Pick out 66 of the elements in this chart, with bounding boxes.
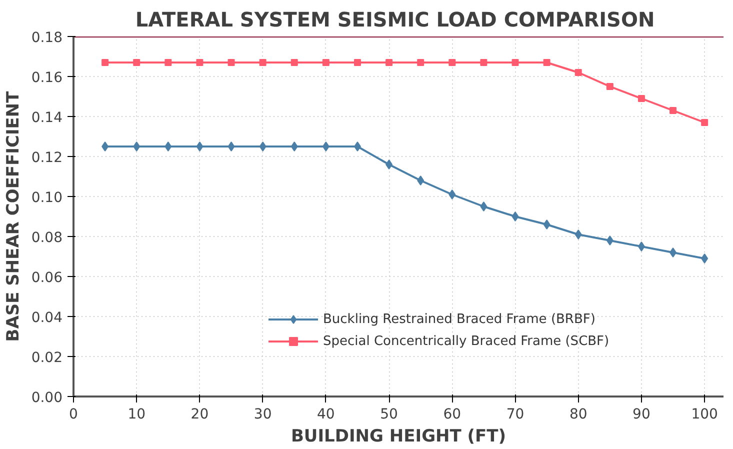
point bbox=[354, 142, 361, 152]
point bbox=[259, 142, 266, 152]
point bbox=[196, 59, 204, 66]
x-tick-label: 50 bbox=[380, 406, 398, 422]
point bbox=[259, 59, 266, 66]
point bbox=[543, 59, 550, 66]
point bbox=[480, 59, 488, 66]
x-tick-label: 0 bbox=[69, 406, 78, 422]
point bbox=[322, 59, 330, 66]
point bbox=[386, 59, 393, 66]
point bbox=[448, 59, 456, 66]
point bbox=[354, 59, 361, 66]
point bbox=[638, 242, 645, 252]
point bbox=[228, 59, 235, 66]
y-tick-label: 0.16 bbox=[31, 70, 63, 86]
y-tick-label: 0.10 bbox=[31, 190, 62, 206]
point bbox=[512, 59, 519, 66]
point bbox=[102, 59, 109, 66]
point bbox=[133, 59, 140, 66]
x-tick-label: 100 bbox=[691, 406, 718, 422]
y-tick-label: 0.14 bbox=[31, 110, 63, 126]
x-axis-title: BUILDING HEIGHT (FT) bbox=[290, 426, 506, 446]
y-tick-label: 0.02 bbox=[31, 350, 62, 366]
point bbox=[670, 248, 677, 258]
point bbox=[701, 254, 708, 264]
point bbox=[133, 142, 140, 152]
y-tick-label: 0.06 bbox=[31, 270, 63, 286]
point bbox=[606, 83, 614, 90]
legend-label: Buckling Restrained Braced Frame (BRBF) bbox=[323, 312, 596, 326]
point bbox=[290, 59, 298, 66]
y-tick-label: 0.18 bbox=[31, 30, 62, 46]
point bbox=[638, 95, 645, 102]
x-tick-label: 40 bbox=[317, 406, 335, 422]
point bbox=[480, 202, 488, 212]
y-tick-label: 0.12 bbox=[31, 150, 62, 166]
point bbox=[164, 142, 172, 152]
point bbox=[228, 142, 235, 152]
point bbox=[701, 119, 708, 126]
point bbox=[512, 212, 519, 222]
point bbox=[290, 142, 298, 152]
x-tick-label: 30 bbox=[254, 406, 272, 422]
y-axis-title: BASE SHEAR COEFFICIENT bbox=[3, 90, 24, 342]
point bbox=[543, 220, 550, 230]
point bbox=[322, 142, 330, 152]
y-tick-label: 0.04 bbox=[31, 310, 63, 326]
x-tick-label: 60 bbox=[443, 406, 462, 422]
x-tick-label: 80 bbox=[569, 406, 588, 422]
point bbox=[196, 142, 204, 152]
point bbox=[102, 142, 109, 152]
point bbox=[386, 160, 393, 170]
y-tick-label: 0.08 bbox=[31, 230, 62, 246]
point bbox=[164, 59, 172, 66]
x-tick-label: 90 bbox=[632, 406, 650, 422]
point bbox=[417, 59, 424, 66]
y-tick-label: 0.00 bbox=[31, 390, 62, 406]
x-tick-label: 10 bbox=[128, 406, 146, 422]
point bbox=[448, 190, 456, 200]
point bbox=[417, 176, 424, 186]
point bbox=[670, 107, 677, 114]
legend-label: Special Concentrically Braced Frame (SCBF) bbox=[323, 334, 610, 348]
chart-title: LATERAL SYSTEM SEISMIC LOAD COMPARISON bbox=[135, 8, 655, 32]
x-tick-label: 70 bbox=[506, 406, 524, 422]
x-tick-label: 20 bbox=[190, 406, 209, 422]
point bbox=[574, 230, 582, 240]
point bbox=[606, 236, 614, 246]
point bbox=[574, 69, 582, 76]
